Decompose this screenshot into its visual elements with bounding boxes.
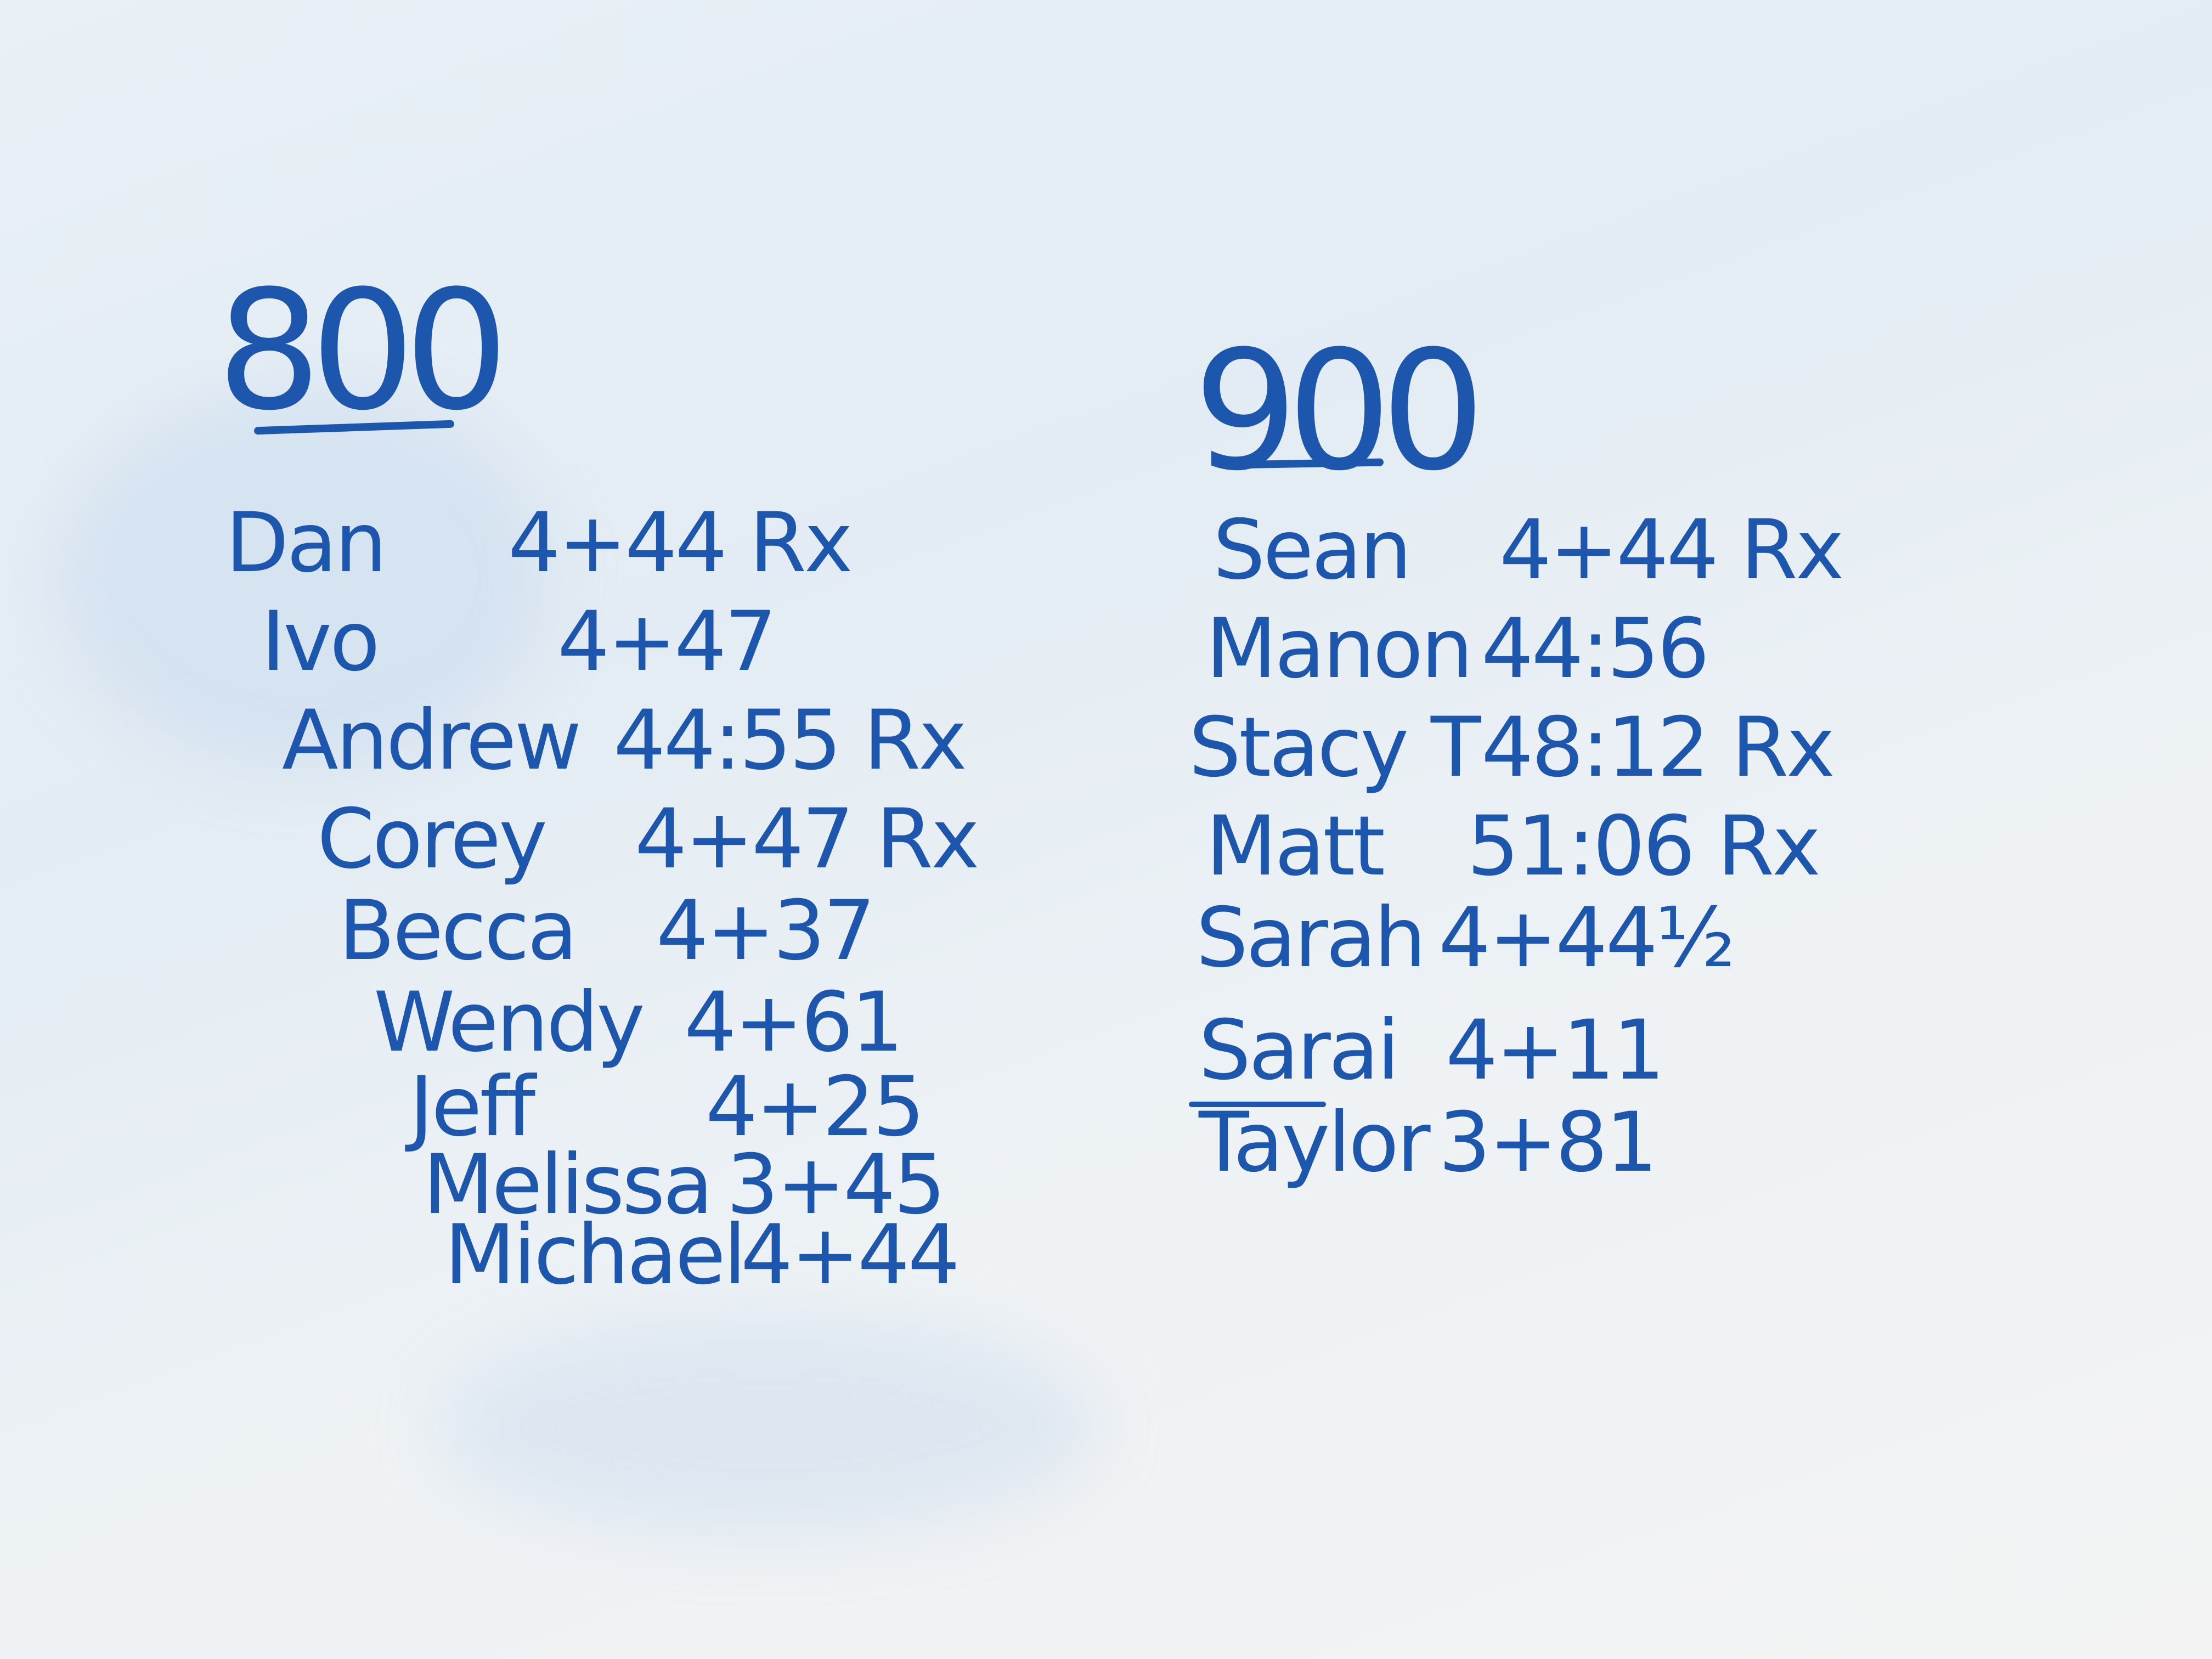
athlete-score: 3+45	[726, 1137, 946, 1233]
athlete-name: Jeff	[409, 1059, 535, 1155]
athlete-score: 4+47 Rx	[635, 792, 980, 887]
athlete-name: Melissa	[423, 1137, 713, 1233]
athlete-name: Sarai	[1199, 1003, 1400, 1098]
athlete-name: Stacy T	[1189, 700, 1481, 795]
column-heading-800: 800	[217, 255, 509, 447]
athlete-score: 4+37	[656, 883, 876, 979]
athlete-name: Sarah	[1196, 890, 1426, 986]
athlete-score: 4+61	[684, 975, 904, 1070]
athlete-score: 4+25	[706, 1059, 925, 1155]
column-heading-900: 900	[1193, 315, 1486, 507]
separator-line	[1189, 1102, 1326, 1107]
athlete-name: Becca	[338, 883, 578, 979]
athlete-name: Manon	[1206, 601, 1473, 697]
smudge	[439, 1317, 1097, 1536]
athlete-name: Corey	[317, 792, 548, 887]
athlete-name: Ivo	[261, 594, 380, 690]
athlete-name: Matt	[1206, 799, 1385, 894]
athlete-name: Taylor	[1199, 1095, 1431, 1190]
athlete-score: 48:12 Rx	[1481, 700, 1835, 795]
athlete-score: 51:06 Rx	[1467, 799, 1821, 894]
athlete-score: 44:56	[1481, 601, 1709, 697]
smudge	[55, 384, 549, 768]
athlete-score: 4+44 Rx	[1499, 503, 1844, 598]
athlete-score: 3+81	[1438, 1095, 1658, 1190]
athlete-score: 4+11	[1446, 1003, 1665, 1098]
athlete-name: Sean	[1213, 503, 1412, 598]
athlete-name: Wendy	[374, 975, 645, 1070]
athlete-score: 4+44½	[1438, 890, 1735, 986]
athlete-score: 4+47	[557, 594, 777, 690]
athlete-name: Michael	[444, 1207, 747, 1303]
athlete-name: Andrew	[282, 693, 582, 788]
athlete-score: 44:55 Rx	[613, 693, 967, 788]
athlete-score: 4+44	[741, 1207, 960, 1303]
athlete-name: Dan	[225, 495, 387, 591]
athlete-score: 4+44 Rx	[508, 495, 853, 591]
